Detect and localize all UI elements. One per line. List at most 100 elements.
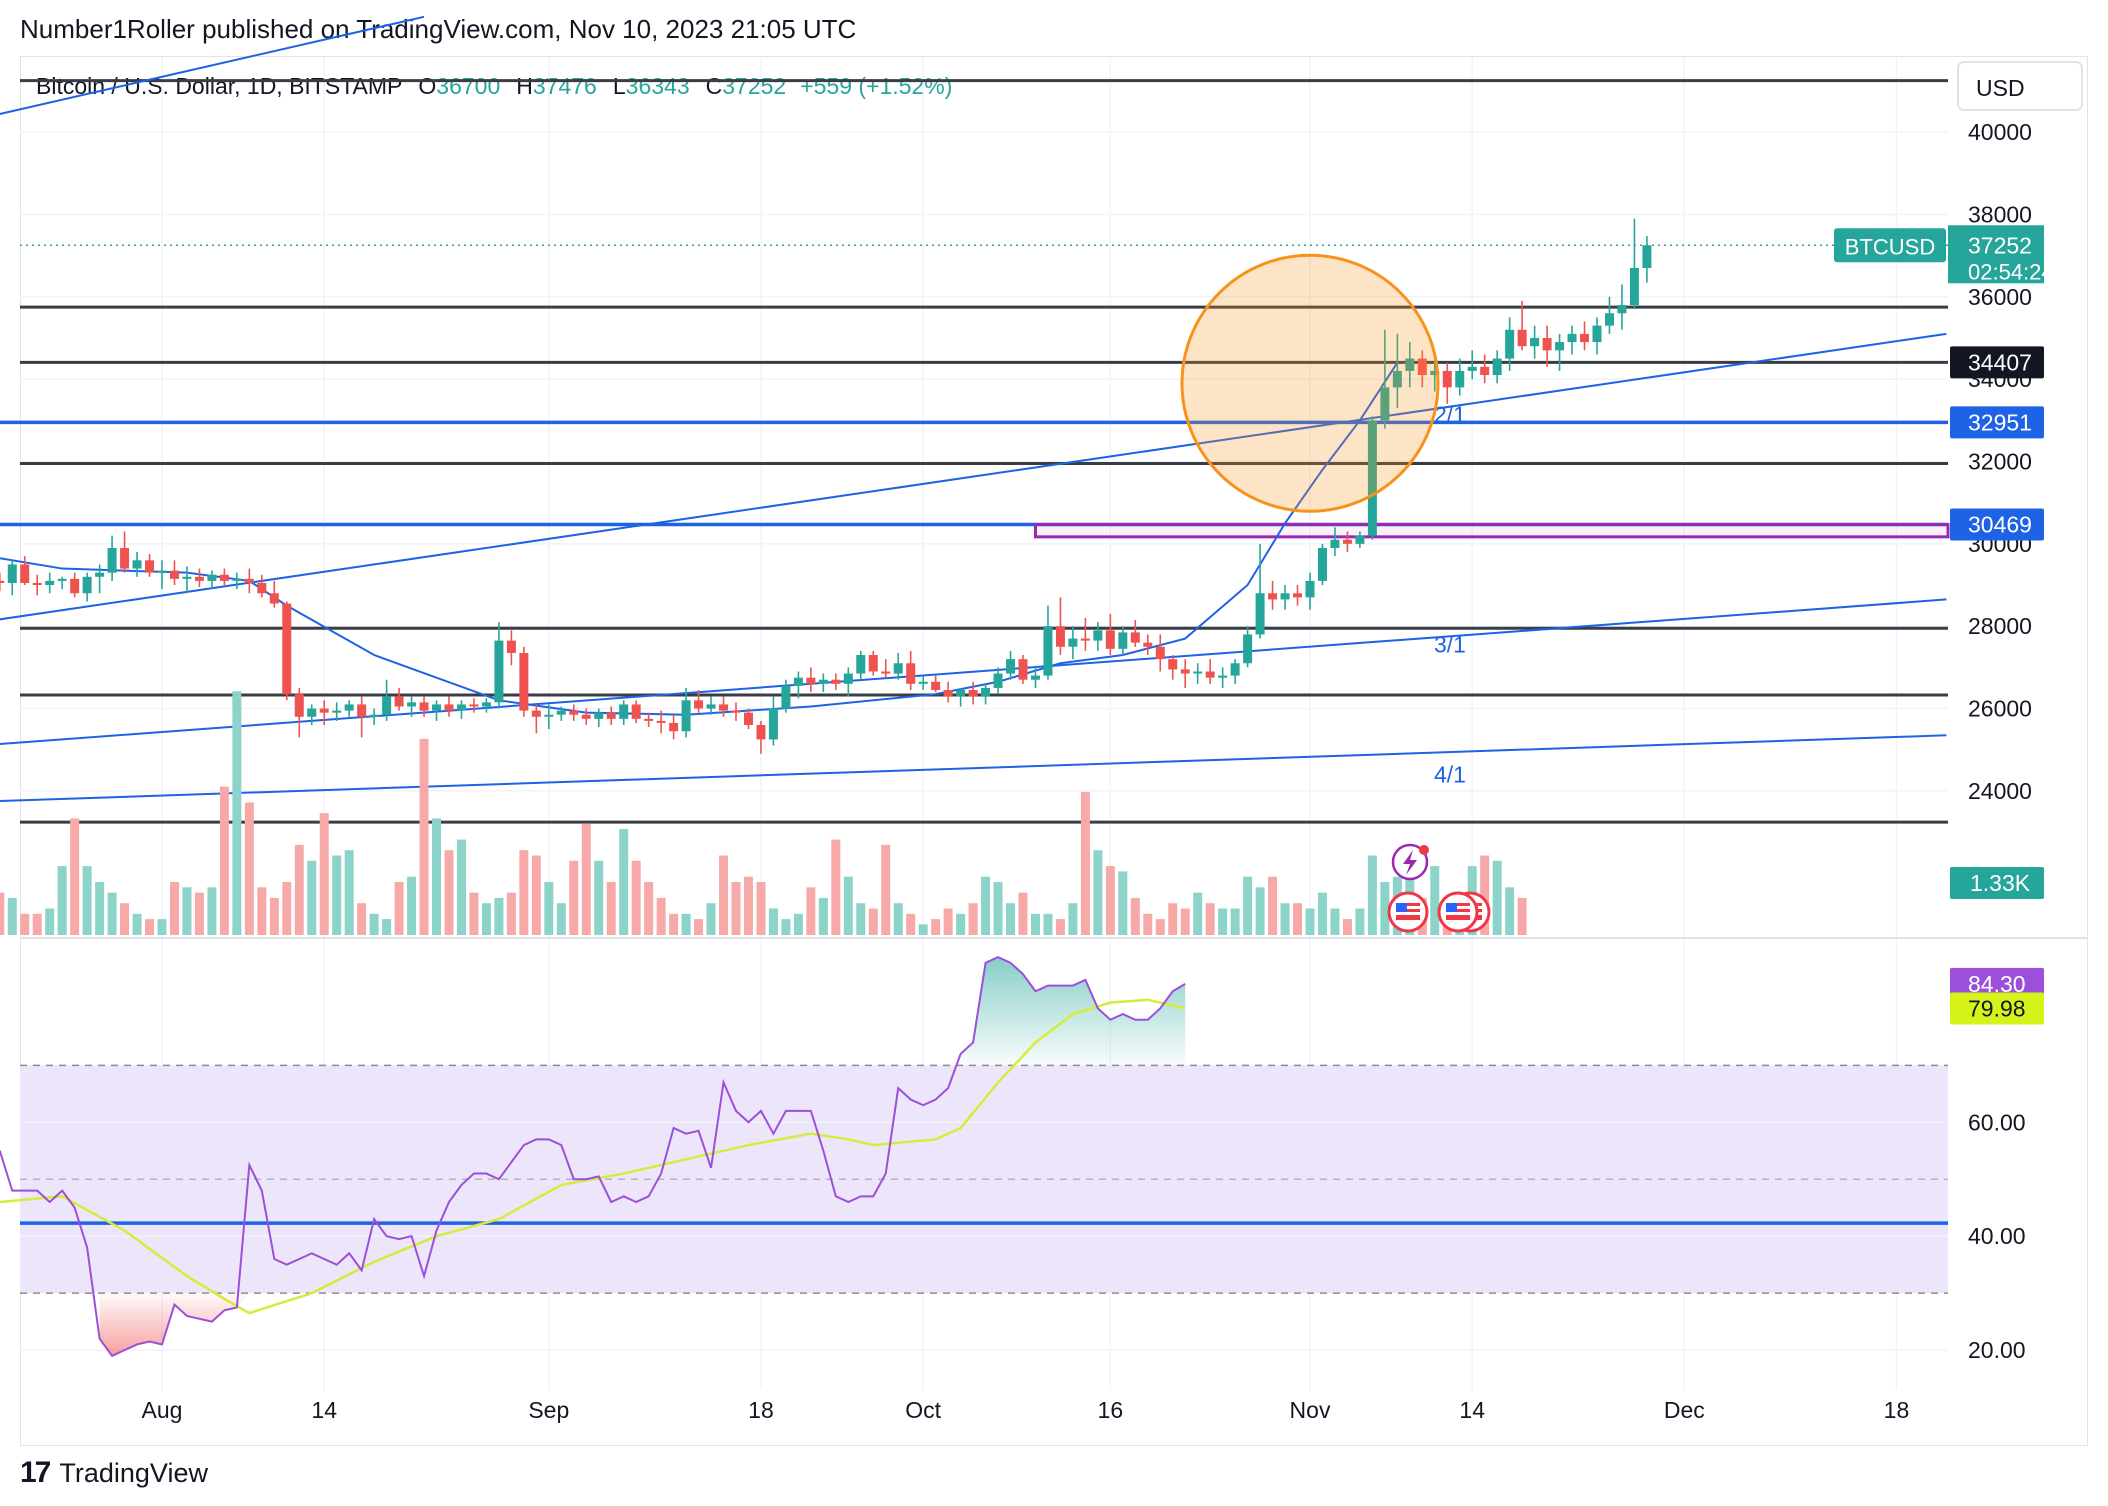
candle-body <box>232 578 242 581</box>
candle <box>531 704 541 734</box>
candle <box>956 687 966 707</box>
y-tick-label: 36000 <box>1968 284 2032 310</box>
volume-bar <box>169 882 179 935</box>
volume-bar <box>831 839 841 935</box>
volume-bar <box>644 882 654 935</box>
candle-body <box>307 708 317 717</box>
price-level-tag-label: 32951 <box>1968 409 2032 435</box>
candle-body <box>1305 580 1315 598</box>
candle <box>481 698 491 713</box>
y-tick-label: 32000 <box>1968 449 2032 475</box>
volume-bar <box>669 913 679 935</box>
volume-bar <box>1230 908 1240 935</box>
lightning-icon[interactable] <box>1391 843 1429 881</box>
tradingview-logo-icon[interactable]: 17 <box>20 1456 51 1489</box>
price-level-tag: 34407 <box>1950 346 2044 379</box>
candle <box>194 568 204 588</box>
volume-bar <box>943 908 953 935</box>
candle-body <box>981 687 991 697</box>
candle <box>681 687 691 738</box>
candle-body <box>781 685 791 709</box>
candle-body <box>219 574 229 581</box>
candle-body <box>768 708 778 740</box>
volume-bar <box>469 892 479 935</box>
candle <box>968 681 978 705</box>
candle <box>1417 350 1427 388</box>
volume-bar <box>544 882 554 935</box>
candle-body <box>1442 370 1452 388</box>
candle <box>868 650 878 676</box>
price-tag-value: 37252 <box>1968 232 2032 258</box>
candle-body <box>82 576 92 594</box>
candle <box>931 675 941 693</box>
candle-body <box>931 681 941 691</box>
volume-bar <box>918 924 928 935</box>
candle-body <box>1430 370 1440 376</box>
candle-body <box>519 652 529 711</box>
candle-body <box>481 702 491 707</box>
candle-body <box>993 673 1003 688</box>
volume-bar <box>70 818 80 935</box>
volume-bar <box>868 908 878 935</box>
flag-icon-white <box>1446 912 1470 915</box>
candle <box>494 622 504 709</box>
candle <box>344 700 354 717</box>
flag-icon-white <box>1396 912 1420 915</box>
volume-bar <box>1492 860 1502 935</box>
candle-body <box>631 704 641 719</box>
candle-body <box>407 702 417 707</box>
candle <box>407 696 417 717</box>
volume-bar <box>332 855 342 935</box>
highlight-circle <box>1180 253 1440 513</box>
volume-bar <box>32 913 42 935</box>
volume-bar <box>382 919 392 935</box>
candle <box>743 708 753 730</box>
x-tick-label: Nov <box>1290 1397 1331 1423</box>
volume-bar <box>432 818 442 935</box>
candle-body <box>1380 387 1390 421</box>
candle <box>1006 650 1016 680</box>
candle-body <box>619 704 629 719</box>
candle <box>831 673 841 691</box>
volume-bar <box>344 850 354 935</box>
candle <box>631 700 641 723</box>
price-tag-bg <box>1948 225 2044 284</box>
candle-body <box>943 690 953 697</box>
candle-body <box>1230 663 1240 676</box>
rsi-value-tag-bg <box>1950 967 2044 1000</box>
us-flag-icon[interactable] <box>1387 891 1429 933</box>
candle-body <box>1130 632 1140 643</box>
us-flag-icon[interactable] <box>1437 891 1479 933</box>
volume-bar <box>419 738 429 935</box>
volume-bar <box>1118 871 1128 935</box>
volume-bar <box>681 913 691 935</box>
candle <box>1330 527 1340 557</box>
volume-bar <box>856 903 866 935</box>
candle-body <box>1530 337 1540 347</box>
candle <box>469 698 479 713</box>
candle <box>294 687 304 738</box>
candle <box>719 696 729 717</box>
candle-body <box>1118 632 1128 649</box>
candle-body <box>419 702 429 711</box>
candle-body <box>1193 671 1203 674</box>
candle <box>32 574 42 596</box>
volume-bar <box>257 887 267 935</box>
currency-button[interactable]: USD <box>1957 61 2083 111</box>
candle <box>1280 585 1290 610</box>
candle-body <box>1480 366 1490 376</box>
chart-frame <box>20 56 2088 1446</box>
candle <box>619 700 629 726</box>
volume-bar <box>82 866 92 935</box>
volume-bar <box>0 892 5 935</box>
candle <box>1193 663 1203 684</box>
volume-bar <box>1317 892 1327 935</box>
candle <box>382 679 392 721</box>
price-level-tag-label: 34407 <box>1968 349 2032 375</box>
volume-bar <box>806 887 816 935</box>
candle <box>1018 655 1028 684</box>
candle-body <box>444 704 454 711</box>
candle-body <box>1055 626 1065 647</box>
volume-bar <box>1305 908 1315 935</box>
candle-body <box>1417 358 1427 376</box>
